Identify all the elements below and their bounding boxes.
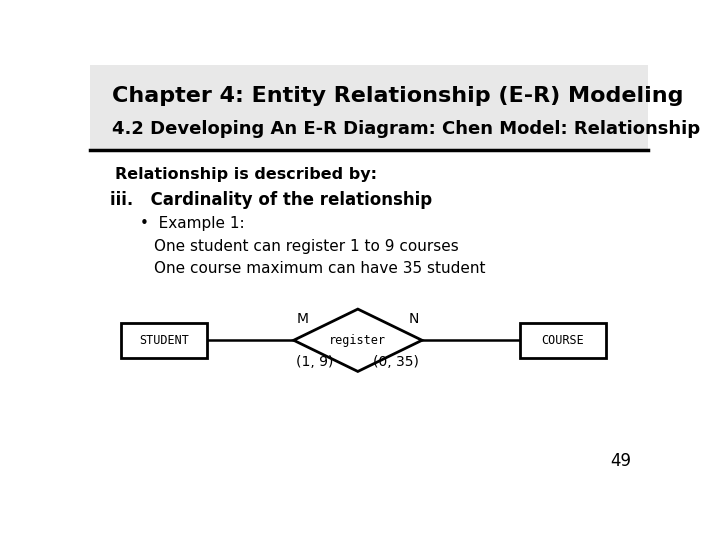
Bar bbox=[121, 322, 207, 358]
Text: (0, 35): (0, 35) bbox=[374, 355, 419, 369]
Polygon shape bbox=[294, 309, 422, 372]
Text: iii.   Cardinality of the relationship: iii. Cardinality of the relationship bbox=[109, 191, 432, 209]
Text: Relationship is described by:: Relationship is described by: bbox=[115, 167, 377, 183]
Bar bbox=[520, 322, 606, 358]
Text: One student can register 1 to 9 courses: One student can register 1 to 9 courses bbox=[154, 239, 459, 254]
Bar bbox=[90, 65, 648, 150]
Text: COURSE: COURSE bbox=[541, 334, 585, 347]
Text: M: M bbox=[297, 312, 308, 326]
Text: Chapter 4: Entity Relationship (E-R) Modeling: Chapter 4: Entity Relationship (E-R) Mod… bbox=[112, 86, 684, 106]
Text: 49: 49 bbox=[611, 452, 631, 470]
Text: STUDENT: STUDENT bbox=[139, 334, 189, 347]
Text: One course maximum can have 35 student: One course maximum can have 35 student bbox=[154, 261, 486, 276]
Text: N: N bbox=[409, 312, 419, 326]
Text: •  Example 1:: • Example 1: bbox=[140, 216, 245, 231]
Text: (1, 9): (1, 9) bbox=[297, 355, 334, 369]
Text: register: register bbox=[329, 334, 387, 347]
Text: 4.2 Developing An E-R Diagram: Chen Model: Relationship: 4.2 Developing An E-R Diagram: Chen Mode… bbox=[112, 120, 701, 138]
Bar bbox=[90, 150, 648, 481]
